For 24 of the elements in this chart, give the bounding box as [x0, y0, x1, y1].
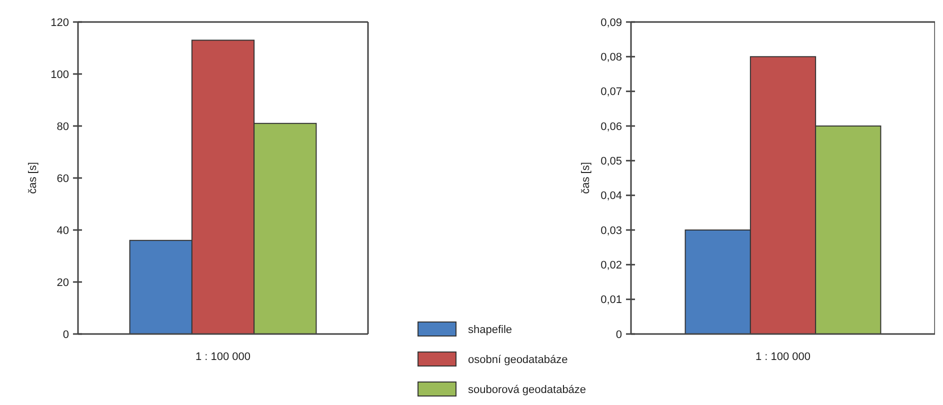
legend-label: souborová geodatabáze — [468, 384, 586, 396]
y-tick-label: 0,07 — [600, 86, 622, 98]
y-tick-label: 0 — [616, 328, 622, 341]
y-tick-label: 0,03 — [600, 224, 622, 237]
y-tick-label: 120 — [50, 16, 69, 29]
y-tick-label: 100 — [50, 68, 69, 81]
x-tick-label: 1 : 100 000 — [195, 351, 251, 363]
x-tick-label: 1 : 100 000 — [755, 351, 811, 363]
y-tick-label: 0 — [62, 328, 69, 341]
y-tick-label: 80 — [56, 120, 69, 133]
y-tick-label: 40 — [56, 224, 69, 237]
legend-label: shapefile — [468, 324, 512, 336]
legend-label: osobní geodatabáze — [468, 354, 568, 366]
y-tick-label: 0,08 — [600, 52, 622, 64]
y-tick-label: 0,01 — [600, 294, 622, 306]
y-axis-title: čas [s] — [580, 162, 592, 194]
y-tick-label: 60 — [56, 172, 69, 185]
y-axis-title: čas [s] — [27, 162, 39, 194]
y-tick-label: 0,06 — [600, 120, 622, 133]
y-tick-label: 20 — [56, 276, 69, 289]
y-tick-label: 0,05 — [600, 156, 622, 168]
y-tick-label: 0,02 — [600, 260, 622, 272]
y-tick-label: 0,09 — [600, 16, 622, 29]
y-tick-label: 0,04 — [600, 190, 622, 202]
